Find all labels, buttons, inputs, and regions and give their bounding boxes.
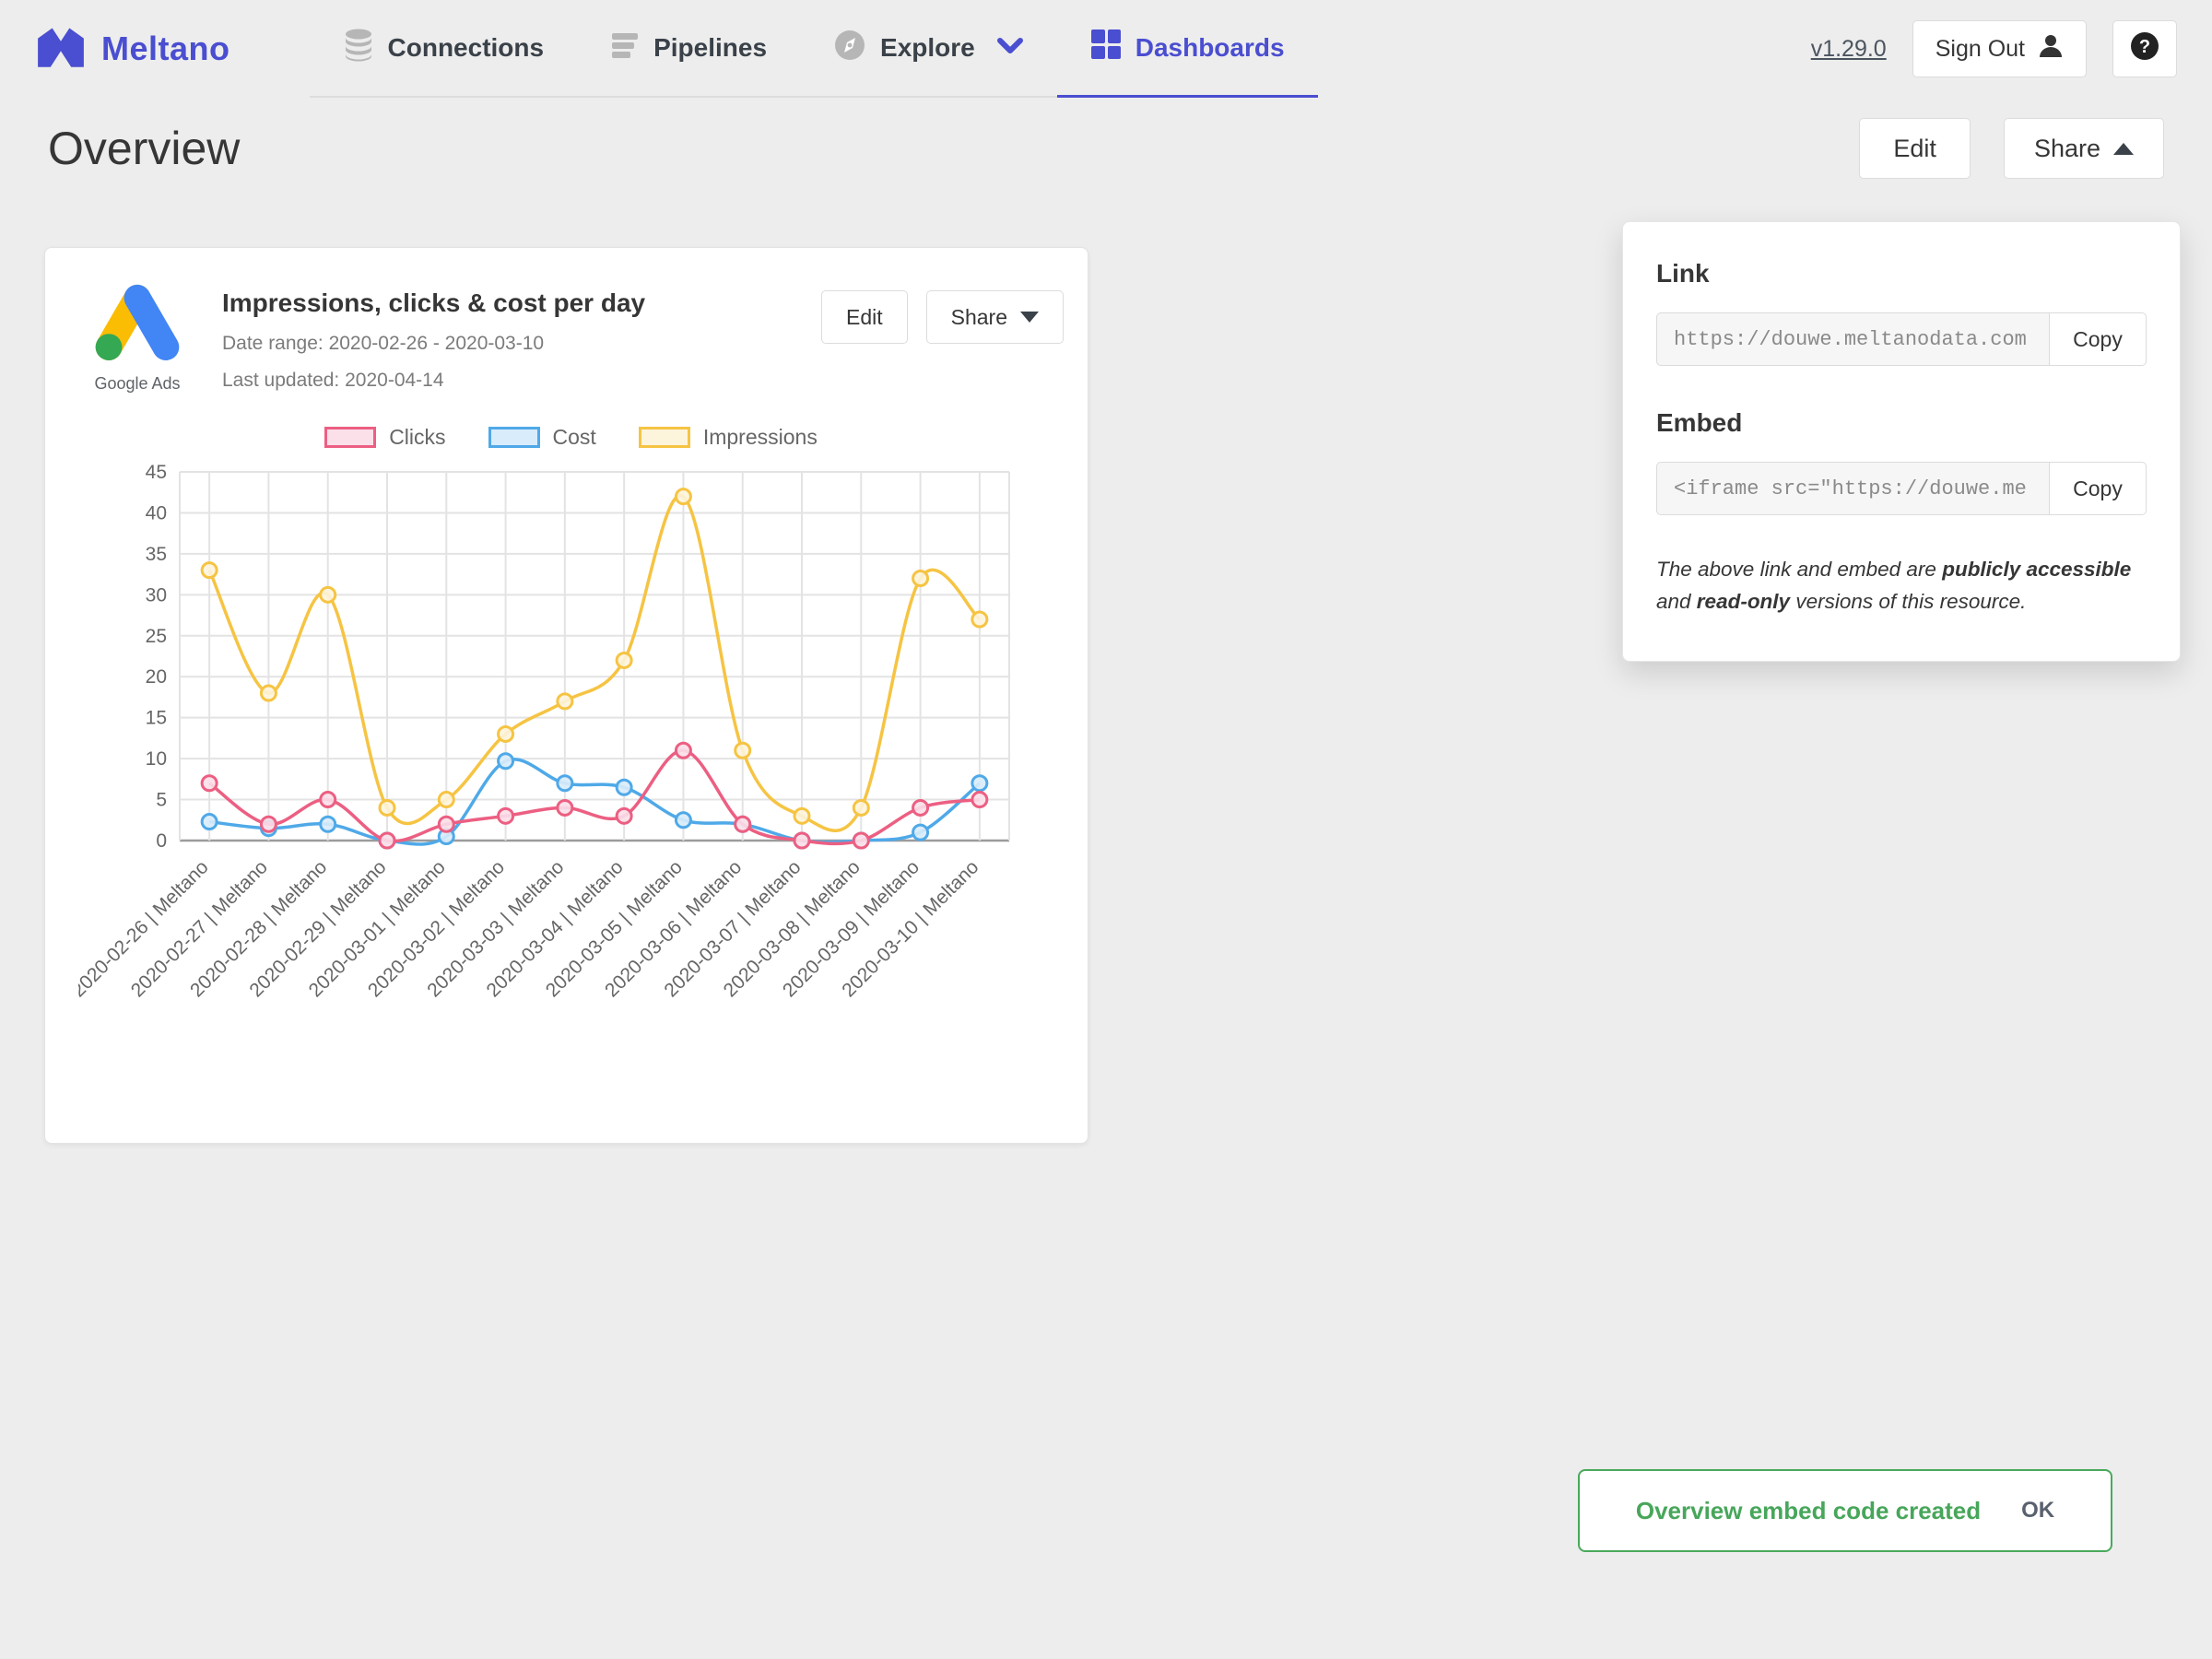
note-bold: publicly accessible [1942, 558, 2132, 581]
svg-text:5: 5 [156, 790, 167, 811]
share-note: The above link and embed are publicly ac… [1656, 554, 2147, 618]
meltano-logo-icon [35, 23, 87, 76]
toast-notification: Overview embed code created OK [1578, 1469, 2112, 1552]
share-label: Share [950, 304, 1007, 329]
embed-input[interactable] [1656, 462, 2049, 515]
user-icon [2038, 33, 2064, 65]
legend-item-clicks[interactable]: Clicks [324, 425, 446, 450]
legend-item-cost[interactable]: Cost [488, 425, 596, 450]
copy-label: Copy [2073, 476, 2123, 500]
dashboards-grid-icon [1090, 29, 1122, 66]
svg-text:25: 25 [146, 626, 167, 647]
legend-swatch [638, 427, 690, 448]
tab-label: Dashboards [1135, 32, 1285, 62]
svg-text:15: 15 [146, 708, 167, 729]
tab-label: Connections [387, 33, 545, 62]
svg-text:30: 30 [146, 584, 167, 606]
title-row: Overview Edit Share [0, 118, 2212, 179]
google-ads-logo: Google Ads [78, 279, 196, 394]
database-icon [343, 29, 374, 68]
title-actions: Edit Share [1859, 118, 2164, 179]
source-caption: Google Ads [94, 374, 181, 393]
note-text: The above link and embed are [1656, 558, 1943, 581]
toast-ok-button[interactable]: OK [2021, 1498, 2055, 1523]
svg-text:45: 45 [146, 462, 167, 483]
help-button[interactable]: ? [2112, 20, 2177, 77]
edit-report-button[interactable]: Edit [820, 290, 908, 344]
chevron-down-icon [996, 33, 1024, 63]
embed-heading: Embed [1656, 408, 1743, 437]
sign-out-label: Sign Out [1935, 35, 2025, 62]
report-last-updated: Last updated: 2020-04-14 [222, 370, 444, 391]
sign-out-button[interactable]: Sign Out [1912, 20, 2087, 77]
edit-dashboard-button[interactable]: Edit [1859, 118, 1971, 179]
note-text: versions of this resource. [1790, 589, 2027, 613]
report-card-header: Google Ads Impressions, clicks & cost pe… [78, 279, 1064, 394]
svg-text:40: 40 [146, 502, 167, 524]
chart-legend: Clicks Cost Impressions [78, 425, 1064, 450]
copy-link-button[interactable]: Copy [2049, 312, 2147, 366]
report-title: Impressions, clicks & cost per day [222, 288, 646, 317]
caret-up-icon [2113, 142, 2134, 155]
svg-text:35: 35 [146, 544, 167, 565]
copy-embed-button[interactable]: Copy [2049, 462, 2147, 515]
svg-text:20: 20 [146, 666, 167, 688]
link-input[interactable] [1656, 312, 2049, 366]
toast-message: Overview embed code created [1635, 1496, 1982, 1524]
brand-name: Meltano [101, 29, 230, 67]
svg-text:10: 10 [146, 748, 167, 770]
share-label: Share [2033, 134, 2100, 162]
tab-explore[interactable]: Explore [800, 0, 1057, 96]
edit-label: Edit [845, 304, 883, 329]
svg-text:0: 0 [156, 830, 167, 852]
version-link[interactable]: v1.29.0 [1810, 35, 1887, 62]
help-icon: ? [2129, 30, 2160, 68]
caret-down-icon [1020, 312, 1039, 323]
copy-label: Copy [2073, 326, 2123, 351]
report-head-text: Impressions, clicks & cost per day Date … [222, 279, 821, 392]
report-date-range: Date range: 2020-02-26 - 2020-03-10 [222, 333, 545, 354]
note-bold: read-only [1696, 589, 1791, 613]
report-actions: Edit Share [820, 290, 1064, 344]
pipelines-icon [610, 31, 640, 65]
share-report-button[interactable]: Share [925, 290, 1064, 344]
share-dropdown-panel: Link Copy Embed Copy The above link and … [1622, 221, 2181, 662]
google-ads-icon [88, 279, 187, 372]
tab-label: Explore [880, 33, 975, 62]
brand[interactable]: Meltano [35, 23, 230, 76]
share-dashboard-button[interactable]: Share [2003, 118, 2164, 179]
tab-label: Pipelines [653, 33, 768, 62]
tab-dashboards[interactable]: Dashboards [1056, 0, 1318, 98]
legend-item-impressions[interactable]: Impressions [638, 425, 818, 450]
embed-input-group: Copy [1656, 462, 2147, 515]
nav-right: v1.29.0 Sign Out ? [1811, 20, 2177, 77]
nav-tabs: Connections Pipelines Explore [309, 0, 1318, 98]
legend-swatch [324, 427, 377, 448]
edit-label: Edit [1893, 134, 1936, 162]
page-title: Overview [48, 123, 241, 174]
top-nav: Meltano Connections Pipel [0, 0, 2212, 98]
report-card: Google Ads Impressions, clicks & cost pe… [44, 247, 1088, 1144]
legend-label: Clicks [389, 425, 446, 449]
note-text: and [1656, 589, 1697, 613]
link-heading: Link [1656, 259, 1710, 288]
compass-icon [833, 29, 866, 68]
legend-swatch [488, 427, 540, 448]
tab-pipelines[interactable]: Pipelines [577, 0, 800, 96]
svg-text:?: ? [2139, 37, 2150, 57]
legend-label: Impressions [702, 425, 818, 449]
link-input-group: Copy [1656, 312, 2147, 366]
tab-connections[interactable]: Connections [310, 0, 578, 96]
legend-label: Cost [552, 425, 596, 449]
